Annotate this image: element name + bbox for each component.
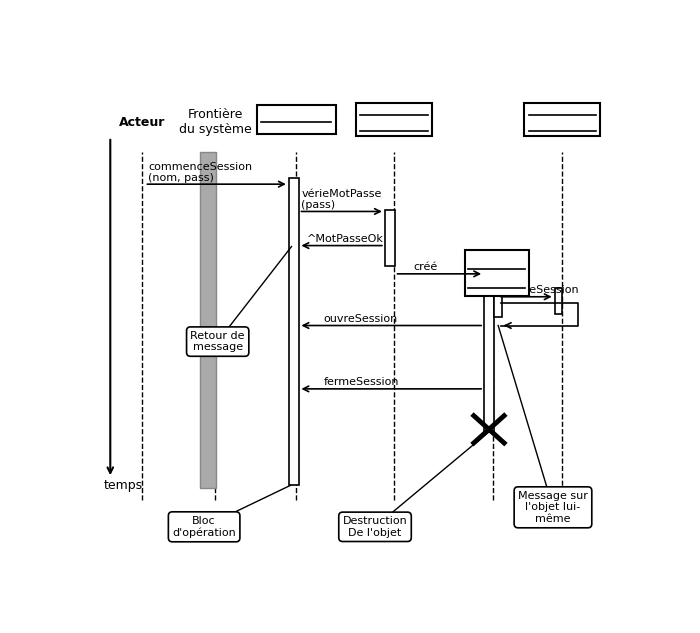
Text: créé: créé bbox=[413, 263, 438, 272]
Text: Retour de
message: Retour de message bbox=[190, 331, 245, 353]
Text: temps: temps bbox=[104, 479, 143, 492]
Text: Acteur: Acteur bbox=[118, 116, 165, 128]
Text: fermeSession: fermeSession bbox=[323, 377, 399, 387]
Text: ^MotPasseOk: ^MotPasseOk bbox=[307, 234, 384, 244]
Bar bbox=[199, 151, 216, 488]
Text: Destruction
De l'objet: Destruction De l'objet bbox=[343, 516, 407, 537]
Bar bbox=[524, 103, 600, 136]
Text: Objet 1 :: Objet 1 : bbox=[364, 103, 424, 116]
Text: Objet 2 :: Objet 2 : bbox=[466, 256, 527, 270]
Text: Classe3: Classe3 bbox=[536, 118, 589, 131]
Bar bbox=[494, 285, 502, 317]
Bar bbox=[257, 105, 336, 134]
Bar bbox=[554, 288, 562, 314]
Bar bbox=[289, 179, 298, 486]
Text: Classe1: Classe1 bbox=[367, 118, 421, 131]
Text: Interface: Interface bbox=[265, 111, 328, 124]
Bar bbox=[484, 271, 494, 432]
Text: vérieMotPasse
(pass): vérieMotPasse (pass) bbox=[301, 189, 382, 211]
Text: Message sur
l'objet lui-
même: Message sur l'objet lui- même bbox=[518, 491, 588, 524]
Bar bbox=[356, 103, 432, 136]
Text: Objet 3 :: Objet 3 : bbox=[532, 103, 592, 116]
Bar bbox=[385, 210, 395, 266]
Text: ouvreSession: ouvreSession bbox=[323, 314, 398, 324]
Text: Frontière
du système: Frontière du système bbox=[178, 108, 251, 136]
Text: Bloc
d'opération: Bloc d'opération bbox=[172, 516, 236, 538]
Text: Classe2: Classe2 bbox=[470, 276, 524, 289]
Bar bbox=[465, 250, 528, 296]
Text: commenceSession
(nom, pass): commenceSession (nom, pass) bbox=[148, 161, 253, 183]
Text: ajouteSession: ajouteSession bbox=[501, 285, 578, 295]
